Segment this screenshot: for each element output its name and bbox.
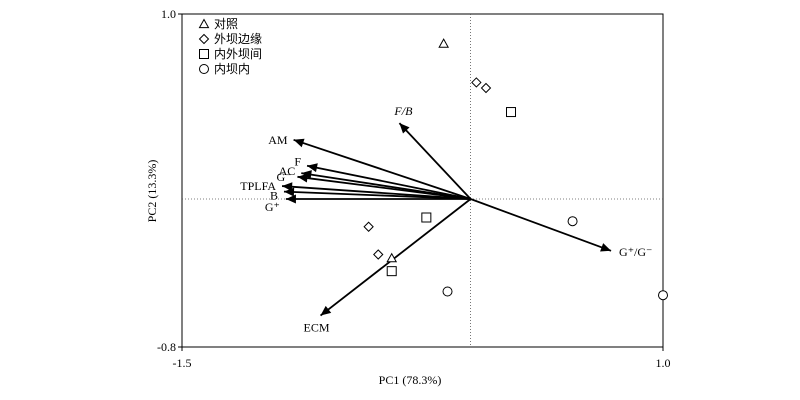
circle-point (567, 216, 578, 227)
arrowhead (282, 182, 293, 192)
vector-label: F/B (393, 104, 413, 118)
diamond-point (373, 249, 384, 260)
y-tick-label: -0.8 (157, 340, 176, 354)
square-point (386, 266, 397, 277)
legend-diamond-marker (198, 33, 210, 45)
circle-point (658, 290, 668, 301)
vector-label: TPLFA (240, 179, 276, 193)
triangle-point (386, 252, 398, 263)
loading-vector (470, 198, 612, 252)
legend-label: 内坝内 (214, 62, 250, 76)
y-tick-label: 1.0 (161, 7, 176, 21)
arrowhead (283, 187, 295, 197)
square-point (506, 107, 517, 118)
legend-label: 外坝边缘 (214, 32, 262, 46)
arrowhead (399, 123, 410, 134)
vector-label: G⁺ (265, 200, 280, 214)
arrowhead (307, 163, 318, 173)
plot-frame (181, 13, 664, 348)
vector-label: G⁻ (276, 170, 291, 184)
vector-label: AM (268, 133, 288, 147)
legend-square-marker (199, 49, 209, 59)
legend-label: 对照 (214, 17, 238, 31)
square-point (421, 212, 432, 223)
diamond-point (363, 221, 374, 232)
arrowhead (293, 138, 305, 148)
legend-triangle-marker (198, 18, 210, 29)
legend-label: 内外坝间 (214, 47, 262, 61)
arrowhead (600, 243, 612, 252)
vector-label: G⁺/G⁻ (619, 245, 652, 259)
diamond-point (480, 82, 492, 94)
x-axis-title: PC1 (78.3%) (379, 373, 442, 387)
legend-circle-marker (199, 64, 209, 74)
arrowhead (297, 173, 308, 183)
vector-label: F (294, 155, 301, 169)
vector-label: B (270, 189, 278, 203)
loading-vector (293, 138, 471, 200)
loading-vector (281, 185, 471, 200)
arrowhead (320, 305, 332, 316)
loading-vector (283, 190, 471, 200)
circle-point (442, 286, 453, 297)
x-tick-label: -1.5 (173, 356, 192, 370)
loading-vector (297, 175, 471, 200)
diamond-point (471, 77, 482, 88)
loading-vector (306, 164, 471, 200)
x-tick-label: 1.0 (656, 356, 671, 370)
triangle-point (438, 38, 450, 48)
loading-vector (398, 122, 472, 200)
vector-label: AC (279, 164, 296, 178)
arrowhead (285, 194, 296, 204)
y-axis-title: PC2 (13.3%) (145, 160, 159, 223)
vector-label: ECM (304, 321, 330, 335)
loading-vector (319, 198, 472, 317)
